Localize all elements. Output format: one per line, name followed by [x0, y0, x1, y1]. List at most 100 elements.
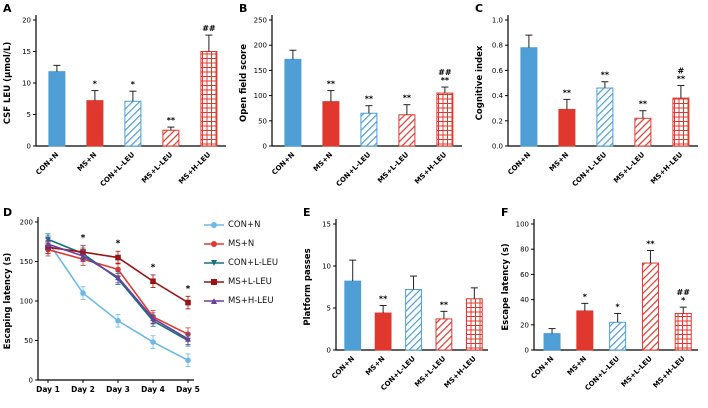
x-category-label: MS+L-LEU: [376, 151, 410, 185]
legend-item-CON+N: CON+N: [204, 220, 298, 230]
legend-label: MS+N: [228, 239, 255, 249]
bar-MS+L-LEU: [435, 318, 453, 351]
y-tick-label: 0: [263, 143, 267, 151]
significance-label: **: [327, 80, 336, 89]
significance-label: **: [677, 75, 686, 84]
chart-escaping-latency: 0 50 100 150 200 Escaping latency (s) Day 1 Day…: [3, 217, 200, 394]
x-category-label: MS+H-LEU: [413, 151, 448, 186]
y-tick-label: 0.8: [492, 42, 503, 50]
legend-item-MS+L-LEU: MS+L-LEU: [204, 277, 298, 287]
bar-CON+L-LEU: [124, 100, 142, 147]
significance-label: *: [116, 239, 121, 249]
x-category-label: MS+N: [76, 151, 99, 174]
y-tick-label: 200: [254, 42, 267, 50]
significance-label: **: [639, 100, 648, 109]
legend-item-MS+N: MS+N: [204, 239, 298, 249]
y-tick-label: 20: [520, 321, 529, 329]
bar-CON+N: [543, 333, 561, 351]
significance-label: **: [646, 239, 655, 248]
y-axis-label: Open field score: [239, 44, 249, 122]
bar-CON+N: [284, 58, 302, 147]
legend-label: CON+N: [228, 220, 261, 230]
panel-F: F 0 20 40 60 80 100 Escape latency (s) CON+N * MS…: [498, 204, 708, 408]
y-axis-label: Escaping latency (s): [3, 253, 13, 350]
bar-MS+L-LEU: [162, 129, 180, 147]
y-tick-label: 10: [22, 80, 31, 88]
x-tick-label: Day 5: [176, 385, 200, 394]
significance-label: **: [563, 88, 572, 97]
y-tick-label: 250: [254, 17, 267, 25]
y-tick-label: 0.6: [492, 67, 504, 75]
x-category-label: MS+L-LEU: [612, 151, 646, 185]
y-tick-label: 0: [327, 347, 331, 355]
y-tick-label: 0.4: [492, 92, 504, 100]
bar-CON+N: [520, 47, 538, 147]
x-category-label: MS+N: [364, 355, 387, 378]
x-tick-label: Day 3: [106, 385, 130, 394]
chart-csf-leu: 0 5 10 15 20 CSF LEU (μmol/L) CON+N * MS+N * CON+L…: [3, 15, 226, 189]
significance-label: *: [93, 80, 98, 89]
y-tick-label: 0.0: [492, 143, 503, 151]
y-tick-label: 20: [22, 17, 31, 25]
legend-label: MS+H-LEU: [228, 296, 274, 306]
y-axis-label: Cognitive index: [475, 45, 485, 120]
significance-label: ##: [438, 68, 452, 77]
x-category-label: MS+H-LEU: [652, 355, 687, 390]
x-category-label: CON+N: [330, 355, 356, 381]
y-tick-label: 0: [27, 143, 31, 151]
y-tick-label: 100: [254, 92, 267, 100]
panel-letter-C: C: [475, 2, 484, 15]
x-category-label: CON+L-LEU: [99, 151, 137, 189]
x-category-label: MS+H-LEU: [649, 151, 684, 186]
x-category-label: MS+N: [312, 151, 335, 174]
x-category-label: CON+N: [270, 151, 296, 177]
significance-label: **: [167, 116, 176, 125]
legend-label: MS+L-LEU: [228, 277, 272, 287]
legend-marker-icon: [204, 241, 224, 247]
panel-D: D 0 50 100 150 200 Escaping latency (s) Day 1 D…: [0, 204, 300, 408]
y-tick-label: 100: [516, 221, 529, 229]
panel-letter-F: F: [501, 206, 509, 219]
bar-MS+N: [374, 312, 392, 351]
x-category-label: CON+L-LEU: [584, 355, 622, 393]
significance-label: **: [379, 294, 388, 303]
bar-CON+L-LEU: [596, 87, 614, 147]
y-tick-label: 50: [258, 117, 267, 125]
bar-MS+H-LEU: [674, 312, 692, 351]
bar-CON+L-LEU: [609, 321, 627, 351]
significance-label: **: [601, 71, 610, 80]
y-tick-label: 40: [520, 296, 529, 304]
x-tick-label: Day 1: [36, 385, 60, 394]
significance-label: *: [583, 292, 588, 301]
significance-label: *: [131, 80, 136, 89]
significance-label: **: [441, 76, 450, 85]
y-tick-label: 0: [29, 377, 33, 385]
bar-MS+N: [558, 108, 576, 147]
bar-CON+L-LEU: [405, 289, 422, 351]
bar-MS+L-LEU: [641, 262, 659, 351]
significance-label: #: [678, 67, 685, 76]
legend-item-CON+L-LEU: CON+L-LEU: [204, 258, 298, 268]
bar-CON+L-LEU: [360, 112, 378, 147]
significance-label: **: [440, 300, 449, 309]
y-tick-label: 100: [20, 298, 33, 306]
chart-cognitive-index: 0.0 0.2 0.4 0.6 0.8 1.0 Cognitive index CON+N **…: [475, 15, 698, 188]
bar-CON+N: [344, 280, 362, 351]
x-category-label: MS+N: [566, 355, 589, 378]
y-tick-label: 150: [20, 258, 33, 266]
panel-B: B 0 50 100 150 200 250 Open field score CON+N **…: [236, 0, 472, 204]
legend-marker-icon: [204, 279, 224, 285]
significance-label: *: [681, 296, 686, 305]
bar-MS+H-LEU: [436, 92, 454, 147]
significance-label: *: [186, 284, 191, 294]
y-tick-label: 60: [520, 271, 529, 279]
significance-label: *: [81, 234, 86, 244]
y-tick-label: 0.2: [492, 117, 503, 125]
y-tick-label: 15: [22, 48, 31, 56]
legend-label: CON+L-LEU: [228, 258, 279, 268]
x-category-label: MS+L-LEU: [140, 151, 174, 185]
y-tick-label: 1.0: [492, 17, 503, 25]
chart-escape-latency: 0 20 40 60 80 100 Escape latency (s) CON+N * MS+N…: [501, 219, 698, 393]
panel-C: C 0.0 0.2 0.4 0.6 0.8 1.0 Cognitive index CON+N…: [472, 0, 708, 204]
